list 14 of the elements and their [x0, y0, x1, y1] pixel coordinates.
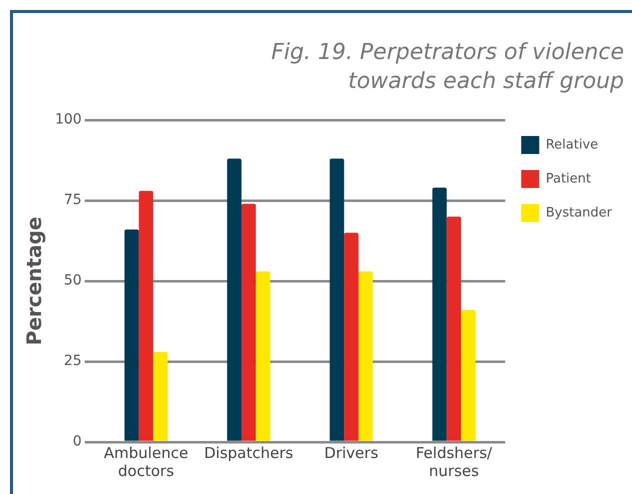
y-tick-label: 25: [64, 353, 82, 370]
x-tick-label: Feldshers/ nurses: [416, 444, 494, 480]
y-tick-label: 50: [64, 272, 82, 289]
legend-label: Bystander: [546, 205, 613, 220]
chart-title: Fig. 19. Perpetrators of violence towards each staff group: [270, 39, 624, 96]
y-tick-label: 0: [72, 434, 82, 450]
y-tick-label: 100: [54, 112, 82, 128]
y-axis-title: Percentage: [22, 216, 46, 346]
x-tick-label: Ambulence doctors: [104, 444, 188, 480]
legend-label: Relative: [546, 137, 598, 152]
x-tick-label: Dispatchers: [204, 444, 294, 462]
y-tick-label: 75: [64, 192, 82, 208]
legend-label: Patient: [546, 171, 591, 186]
x-tick-label: Drivers: [324, 444, 378, 462]
